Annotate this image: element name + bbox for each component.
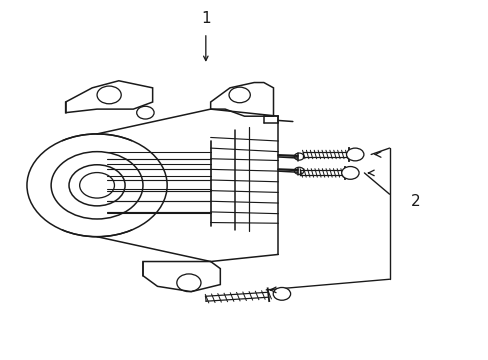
Circle shape bbox=[273, 288, 290, 300]
Text: 2: 2 bbox=[410, 194, 420, 209]
Circle shape bbox=[341, 167, 358, 179]
Circle shape bbox=[346, 148, 363, 161]
Text: 1: 1 bbox=[201, 11, 210, 26]
